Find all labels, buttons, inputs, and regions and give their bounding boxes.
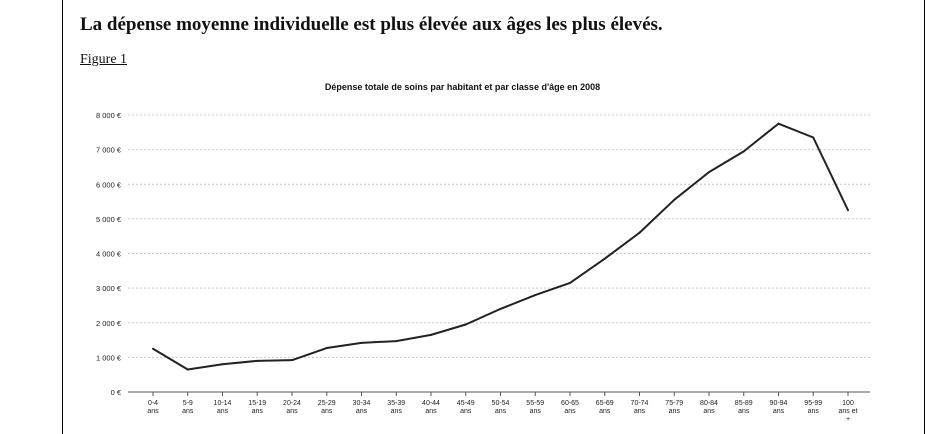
y-tick-label: 2 000 € <box>96 319 122 328</box>
x-tick-label: 15-19 ans <box>248 400 266 415</box>
x-tick-label: 55-59 ans <box>526 400 544 415</box>
y-tick-label: 8 000 € <box>96 111 122 120</box>
data-point <box>291 359 293 362</box>
x-tick-label: 40-44 ans <box>422 400 440 415</box>
x-tick-label: 5-9 ans <box>182 400 194 415</box>
series-line <box>152 122 849 371</box>
data-point <box>464 323 467 326</box>
x-tick-label: 30-34 ans <box>353 400 371 415</box>
data-point <box>430 333 432 336</box>
data-point <box>221 363 224 366</box>
figure-label: Figure 1 <box>80 52 128 67</box>
y-tick-label: 7 000 € <box>96 146 122 155</box>
x-tick-label: 60-65 ans <box>561 400 579 415</box>
page-heading: La dépense moyenne individuelle est plus… <box>80 14 663 35</box>
x-tick-label: 10-14 ans <box>214 400 232 415</box>
x-tick-labels: 0-4 ans 5-9 ans 10-14 ans 15-19 ans 20-24 ans 25-2… <box>147 400 857 423</box>
data-point <box>569 281 571 284</box>
x-tick-label: 25-29 ans <box>318 400 336 415</box>
data-point <box>499 307 502 310</box>
data-point <box>534 294 537 297</box>
x-tick-label: 70-74 ans <box>631 400 649 415</box>
data-point <box>847 209 849 212</box>
x-tick-label: 95-99 ans <box>804 400 822 415</box>
x-tick-label: 90-94 ans <box>770 400 788 415</box>
x-tick-label: 80-84 ans <box>700 400 718 415</box>
data-point <box>638 231 641 234</box>
x-tick-label: 75-79 ans <box>665 400 683 415</box>
chart-title: Dépense totale de soins par habitant et … <box>324 82 601 92</box>
x-tick-label: 20-24 ans <box>283 400 301 415</box>
y-tick-label: 6 000 € <box>96 180 122 189</box>
x-tick-label: 45-49 ans <box>457 400 475 415</box>
data-point <box>395 340 398 343</box>
data-point <box>152 347 154 350</box>
data-point <box>186 368 189 371</box>
x-tick-label: 85-89 ans <box>735 400 753 415</box>
y-tick-label: 3 000 € <box>96 284 122 293</box>
x-tick-label: 35-39 ans <box>387 400 405 415</box>
data-point <box>812 136 815 139</box>
data-point <box>673 198 676 201</box>
y-tick-label: 1 000 € <box>96 353 122 362</box>
x-tick-label: 50-54 ans <box>492 400 510 415</box>
series-layer <box>152 122 849 371</box>
data-point <box>603 257 606 260</box>
data-point <box>256 359 259 362</box>
y-tick-label: 5 000 € <box>96 215 122 224</box>
x-tick-label: 100 ans et + <box>838 400 857 423</box>
data-point <box>777 122 780 125</box>
y-tick-label: 4 000 € <box>96 250 122 259</box>
data-point <box>360 341 363 344</box>
data-point <box>708 171 710 174</box>
data-point <box>325 347 328 350</box>
x-tick-label: 0-4 ans <box>147 400 159 415</box>
axes <box>128 391 870 396</box>
y-tick-labels: 0 € 1 000 € 2 000 € 3 000 € 4 000 € 5 000 € 6 … <box>96 111 122 397</box>
y-tick-label: 0 € <box>111 388 122 397</box>
gridlines <box>128 114 870 358</box>
x-tick-label: 65-69 ans <box>596 400 614 415</box>
data-point <box>742 150 745 153</box>
